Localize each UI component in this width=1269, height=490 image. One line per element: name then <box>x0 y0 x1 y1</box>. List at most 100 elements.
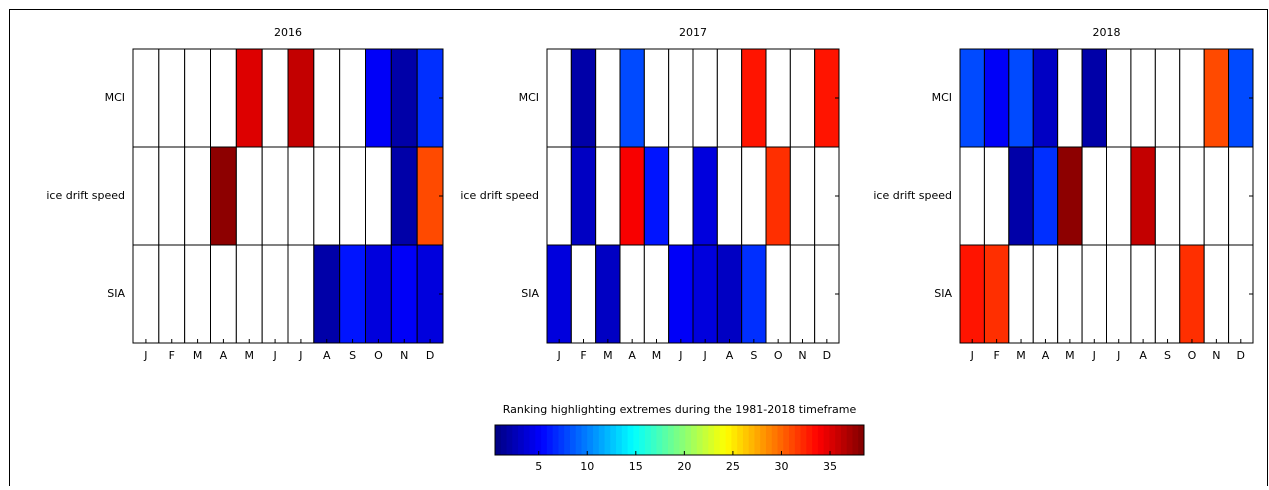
column-label: A <box>323 349 331 362</box>
cell <box>390 48 418 148</box>
colorbar-swatch <box>679 425 686 455</box>
colorbar-swatch <box>627 425 634 455</box>
column-label: M <box>193 349 203 362</box>
colorbar-swatch <box>495 425 502 455</box>
colorbar-swatch <box>656 425 663 455</box>
empty-cell <box>313 48 341 148</box>
column-label: D <box>1237 349 1245 362</box>
empty-cell <box>184 146 212 246</box>
colorbar-swatch <box>840 425 848 455</box>
colorbar-swatch <box>691 425 698 455</box>
column-label: M <box>245 349 255 362</box>
cell <box>692 244 718 344</box>
empty-cell <box>1081 146 1108 246</box>
colorbar-swatch <box>569 425 577 455</box>
column-label: A <box>220 349 228 362</box>
empty-cell <box>261 244 289 344</box>
cell <box>741 48 767 148</box>
empty-cell <box>1179 146 1205 246</box>
colorbar-swatch <box>529 425 536 455</box>
cell <box>1057 146 1083 246</box>
cell <box>619 146 645 246</box>
colorbar-swatch <box>564 425 571 455</box>
empty-cell <box>1106 146 1132 246</box>
colorbar-swatch <box>742 425 750 455</box>
cell <box>959 48 985 148</box>
empty-cell <box>210 244 237 344</box>
empty-cell <box>619 244 645 344</box>
empty-cell <box>261 48 289 148</box>
cell <box>390 244 418 344</box>
empty-cell <box>959 146 985 246</box>
empty-cell <box>789 146 816 246</box>
cell <box>546 244 572 344</box>
empty-cell <box>1008 244 1034 344</box>
column-label: M <box>1065 349 1075 362</box>
column-label: S <box>349 349 356 362</box>
empty-cell <box>1106 244 1132 344</box>
colorbar-swatch <box>546 425 554 455</box>
cell <box>668 244 694 344</box>
cell <box>365 244 392 344</box>
colorbar-swatch <box>823 425 830 455</box>
empty-cell <box>313 146 341 246</box>
colorbar-swatch <box>708 425 715 455</box>
colorbar-swatch <box>725 425 732 455</box>
colorbar-swatch <box>737 425 744 455</box>
empty-cell <box>668 146 694 246</box>
colorbar-swatch <box>616 425 623 455</box>
row-label: SIA <box>107 287 125 300</box>
column-label: J <box>1116 349 1120 362</box>
colorbar-swatch <box>667 425 675 455</box>
empty-cell <box>235 146 263 246</box>
cell <box>1008 48 1034 148</box>
column-label: D <box>823 349 831 362</box>
empty-cell <box>1228 244 1254 344</box>
colorbar-swatch <box>575 425 582 455</box>
row-label: MCI <box>932 91 952 104</box>
empty-cell <box>1081 244 1108 344</box>
colorbar-swatch <box>685 425 692 455</box>
colorbar-swatch <box>650 425 657 455</box>
column-label: A <box>628 349 636 362</box>
empty-cell <box>716 48 743 148</box>
colorbar-swatch <box>621 425 629 455</box>
empty-cell <box>1057 48 1083 148</box>
empty-cell <box>789 48 816 148</box>
empty-cell <box>546 146 572 246</box>
colorbar-swatch <box>535 425 542 455</box>
empty-cell <box>1130 244 1156 344</box>
column-label: J <box>272 349 276 362</box>
empty-cell <box>789 244 816 344</box>
colorbar-swatch <box>581 425 588 455</box>
cell <box>287 48 315 148</box>
colorbar-swatch <box>794 425 802 455</box>
empty-cell <box>132 244 160 344</box>
colorbar-swatch <box>558 425 565 455</box>
empty-cell <box>261 146 289 246</box>
row-label: SIA <box>521 287 539 300</box>
cell <box>1203 48 1230 148</box>
empty-cell <box>716 146 743 246</box>
empty-cell <box>668 48 694 148</box>
colorbar-box <box>494 424 865 456</box>
colorbar-swatch <box>644 425 652 455</box>
colorbar-swatch <box>731 425 738 455</box>
column-label: M <box>603 349 613 362</box>
column-label: A <box>726 349 734 362</box>
row-label: ice drift speed <box>873 189 952 202</box>
empty-cell <box>1203 244 1230 344</box>
cell <box>741 244 767 344</box>
cell <box>983 48 1010 148</box>
cell <box>595 244 621 344</box>
colorbar-swatch <box>639 425 646 455</box>
column-label: J <box>678 349 682 362</box>
empty-cell <box>339 146 366 246</box>
empty-cell <box>1228 146 1254 246</box>
empty-cell <box>158 244 186 344</box>
cell <box>313 244 341 344</box>
colorbar-swatch <box>812 425 819 455</box>
cell <box>210 146 237 246</box>
column-label: O <box>374 349 383 362</box>
panel-title: 2016 <box>274 26 302 39</box>
